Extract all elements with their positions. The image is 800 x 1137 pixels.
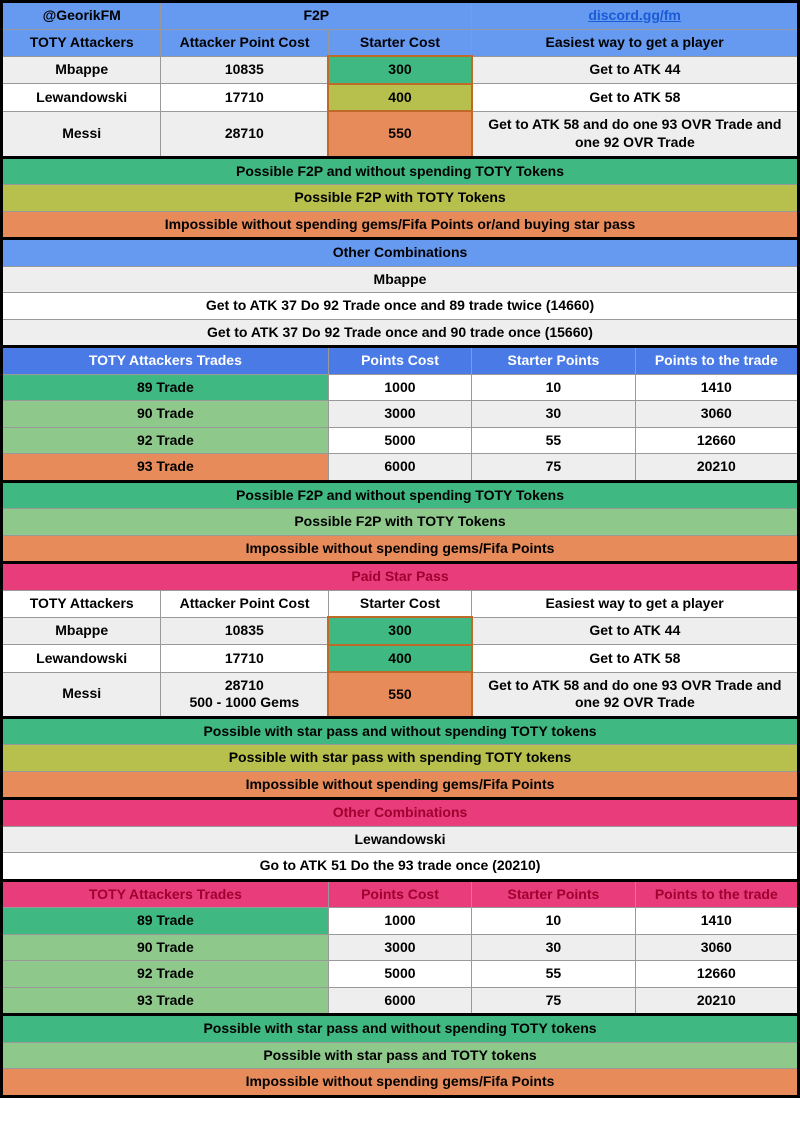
trade-ptt: 3060 xyxy=(635,401,798,428)
legend-row: Possible F2P with TOTY Tokens xyxy=(2,185,799,212)
legend-row: Impossible without spending gems/Fifa Po… xyxy=(2,211,799,239)
trades-h3: Starter Points xyxy=(472,347,635,375)
trade-name: 92 Trade xyxy=(2,427,329,454)
legend-row: Possible with star pass and without spen… xyxy=(2,1015,799,1043)
trade-sp: 75 xyxy=(472,987,635,1015)
trade-name: 90 Trade xyxy=(2,401,329,428)
trades-h1: TOTY Attackers Trades xyxy=(2,347,329,375)
trade-sp: 55 xyxy=(472,961,635,988)
trade-cost: 1000 xyxy=(328,374,471,401)
discord-cell: discord.gg/fm xyxy=(472,2,799,30)
trade-ptt: 12660 xyxy=(635,427,798,454)
player-name: Messi xyxy=(2,672,161,717)
trades-h1: TOTY Attackers Trades xyxy=(2,880,329,908)
trade-cost: 1000 xyxy=(328,908,471,935)
legend-row: Possible with star pass and TOTY tokens xyxy=(2,1042,799,1069)
other-title: Other Combinations xyxy=(2,239,799,267)
trade-sp: 30 xyxy=(472,401,635,428)
trade-sp: 75 xyxy=(472,454,635,482)
f2p-title: F2P xyxy=(161,2,472,30)
trade-sp: 10 xyxy=(472,374,635,401)
legend-row: Possible with star pass with spending TO… xyxy=(2,745,799,772)
trade-name: 90 Trade xyxy=(2,934,329,961)
trade-name: 93 Trade xyxy=(2,987,329,1015)
col-easiest: Easiest way to get a player xyxy=(472,29,799,56)
legend-row: Possible with star pass and without spen… xyxy=(2,717,799,745)
starter-cost: 400 xyxy=(328,84,471,112)
trade-sp: 55 xyxy=(472,427,635,454)
other-line: Get to ATK 37 Do 92 Trade once and 89 tr… xyxy=(2,293,799,320)
player-name: Lewandowski xyxy=(2,84,161,112)
trade-ptt: 12660 xyxy=(635,961,798,988)
trade-name: 92 Trade xyxy=(2,961,329,988)
col-point-cost: Attacker Point Cost xyxy=(161,29,328,56)
easiest-way: Get to ATK 44 xyxy=(472,617,799,645)
player-name: Mbappe xyxy=(2,56,161,84)
starter-cost: 300 xyxy=(328,617,471,645)
easiest-way: Get to ATK 58 and do one 93 OVR Trade an… xyxy=(472,111,799,157)
trades-h2: Points Cost xyxy=(328,347,471,375)
trade-cost: 3000 xyxy=(328,401,471,428)
trade-ptt: 1410 xyxy=(635,908,798,935)
trade-sp: 10 xyxy=(472,908,635,935)
starter-cost: 300 xyxy=(328,56,471,84)
other-name: Lewandowski xyxy=(2,826,799,853)
trade-cost: 5000 xyxy=(328,427,471,454)
trade-name: 89 Trade xyxy=(2,908,329,935)
legend-row: Impossible without spending gems/Fifa Po… xyxy=(2,1069,799,1097)
trade-ptt: 20210 xyxy=(635,454,798,482)
point-cost: 10835 xyxy=(161,56,328,84)
trades-h4: Points to the trade xyxy=(635,880,798,908)
starter-cost: 550 xyxy=(328,672,471,717)
other-name: Mbappe xyxy=(2,266,799,293)
toty-table: @GeorikFMF2Pdiscord.gg/fmTOTY AttackersA… xyxy=(0,0,800,1098)
point-cost: 17710 xyxy=(161,84,328,112)
discord-link[interactable]: discord.gg/fm xyxy=(588,7,681,23)
trade-ptt: 3060 xyxy=(635,934,798,961)
col-starter: Starter Cost xyxy=(328,590,471,617)
trade-cost: 6000 xyxy=(328,987,471,1015)
point-cost: 17710 xyxy=(161,645,328,673)
point-cost: 28710500 - 1000 Gems xyxy=(161,672,328,717)
legend-row: Possible F2P and without spending TOTY T… xyxy=(2,157,799,185)
trade-ptt: 1410 xyxy=(635,374,798,401)
trade-name: 93 Trade xyxy=(2,454,329,482)
col-point-cost: Attacker Point Cost xyxy=(161,590,328,617)
other-title: Other Combinations xyxy=(2,799,799,827)
trade-ptt: 20210 xyxy=(635,987,798,1015)
trade-cost: 3000 xyxy=(328,934,471,961)
easiest-way: Get to ATK 58 xyxy=(472,645,799,673)
handle: @GeorikFM xyxy=(2,2,161,30)
trades-h4: Points to the trade xyxy=(635,347,798,375)
easiest-way: Get to ATK 44 xyxy=(472,56,799,84)
other-line: Go to ATK 51 Do the 93 trade once (20210… xyxy=(2,853,799,881)
starter-cost: 550 xyxy=(328,111,471,157)
easiest-way: Get to ATK 58 and do one 93 OVR Trade an… xyxy=(472,672,799,717)
easiest-way: Get to ATK 58 xyxy=(472,84,799,112)
trades-h3: Starter Points xyxy=(472,880,635,908)
trades-h2: Points Cost xyxy=(328,880,471,908)
col-attackers: TOTY Attackers xyxy=(2,29,161,56)
player-name: Lewandowski xyxy=(2,645,161,673)
col-easiest: Easiest way to get a player xyxy=(472,590,799,617)
col-starter: Starter Cost xyxy=(328,29,471,56)
paid-title: Paid Star Pass xyxy=(2,563,799,591)
legend-row: Impossible without spending gems/Fifa Po… xyxy=(2,771,799,799)
point-cost: 10835 xyxy=(161,617,328,645)
player-name: Messi xyxy=(2,111,161,157)
legend-row: Impossible without spending gems/Fifa Po… xyxy=(2,535,799,563)
col-attackers: TOTY Attackers xyxy=(2,590,161,617)
trade-sp: 30 xyxy=(472,934,635,961)
legend-row: Possible F2P with TOTY Tokens xyxy=(2,509,799,536)
trade-name: 89 Trade xyxy=(2,374,329,401)
trade-cost: 5000 xyxy=(328,961,471,988)
trade-cost: 6000 xyxy=(328,454,471,482)
player-name: Mbappe xyxy=(2,617,161,645)
legend-row: Possible F2P and without spending TOTY T… xyxy=(2,481,799,509)
other-line: Get to ATK 37 Do 92 Trade once and 90 tr… xyxy=(2,319,799,347)
starter-cost: 400 xyxy=(328,645,471,673)
point-cost: 28710 xyxy=(161,111,328,157)
